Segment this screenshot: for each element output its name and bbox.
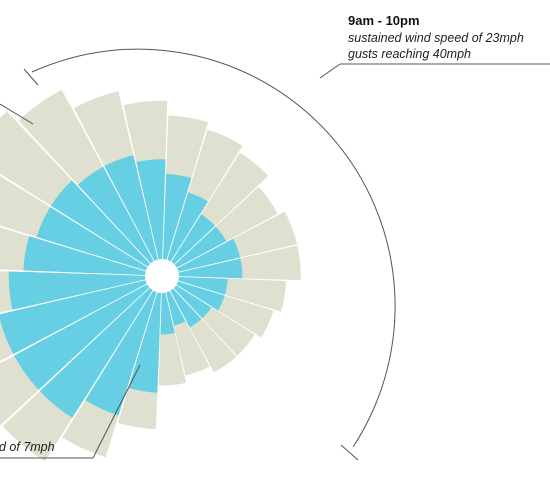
hour-divider bbox=[36, 237, 163, 277]
annotation-title: 9am - 10pm bbox=[348, 13, 420, 28]
sustained-bar-8am bbox=[104, 155, 162, 276]
hour-divider bbox=[38, 275, 163, 391]
annotation-bottom-text: d of 7mph bbox=[0, 440, 55, 454]
annotation-leader-left bbox=[0, 103, 34, 125]
sustained-bar-2am bbox=[0, 276, 162, 355]
sustained-bar-11pm bbox=[85, 276, 162, 416]
hour-divider bbox=[50, 206, 163, 277]
sustained-bar-12am bbox=[39, 276, 163, 418]
hour-divider bbox=[12, 275, 163, 311]
annotation-arc bbox=[31, 48, 396, 448]
sustained-bar-5pm bbox=[162, 276, 225, 311]
hour-divider bbox=[127, 275, 163, 388]
annotation-line-2: gusts reaching 40mph bbox=[348, 47, 471, 61]
sustained-bar-4am bbox=[23, 236, 162, 276]
arc-tick-end bbox=[340, 444, 359, 461]
sustained-bar-1am bbox=[14, 276, 163, 390]
sustained-bar-9am bbox=[136, 159, 166, 276]
annotation-line-1: sustained wind speed of 23mph bbox=[348, 31, 524, 45]
gust-bar-1am bbox=[0, 276, 162, 426]
hour-dividers bbox=[12, 162, 241, 401]
sustained-bar-10am bbox=[162, 173, 192, 276]
sustained-bar-2pm bbox=[162, 238, 241, 276]
hour-divider bbox=[84, 275, 163, 401]
annotation-leader-bottom bbox=[92, 364, 141, 459]
annotation-leader-top bbox=[319, 63, 341, 79]
hour-divider bbox=[23, 270, 163, 277]
sustained-bar-3am bbox=[8, 271, 162, 310]
sustained-bars bbox=[0, 155, 243, 418]
sustained-bar-7am bbox=[77, 166, 162, 276]
hour-divider bbox=[103, 166, 163, 277]
sustained-bar-6am bbox=[50, 180, 162, 276]
hour-divider bbox=[161, 173, 166, 277]
center-hole bbox=[145, 259, 179, 293]
sustained-bar-11am bbox=[162, 192, 209, 276]
arc-tick-start bbox=[23, 68, 39, 86]
sustained-bar-10pm bbox=[128, 276, 162, 393]
sustained-bar-1pm bbox=[162, 226, 227, 276]
hour-divider bbox=[135, 162, 163, 277]
sustained-bar-5am bbox=[36, 206, 162, 276]
sustained-bar-3pm bbox=[162, 258, 243, 279]
sustained-bar-12pm bbox=[162, 214, 216, 276]
hour-divider bbox=[13, 275, 163, 356]
hour-divider bbox=[77, 184, 163, 277]
